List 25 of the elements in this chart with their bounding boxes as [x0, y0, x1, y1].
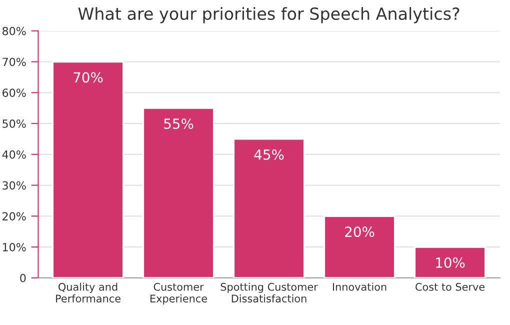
x-tick-label: Innovation	[332, 282, 386, 291]
data-label: 10%	[436, 257, 465, 268]
x-tick-label: Cost to Serve	[416, 282, 485, 291]
data-label: 70%	[74, 72, 103, 83]
y-tick-label: 20%	[2, 212, 26, 221]
y-tick-label: 60%	[2, 88, 26, 98]
data-label: 20%	[345, 226, 374, 238]
y-tick-label: 40%	[2, 150, 26, 159]
x-tick-label: Spotting Customer Dissatisfaction	[220, 282, 318, 302]
x-tick-label: Quality and Performance	[56, 282, 120, 302]
chart-title: What are your priorities for Speech Analytics?	[78, 7, 460, 24]
y-tick-label: 50%	[2, 119, 26, 128]
bar	[323, 215, 396, 278]
y-tick-label: 10%	[2, 242, 26, 252]
y-tick-label: 80%	[2, 26, 26, 36]
bar	[414, 246, 486, 278]
x-tick-label: Customer Experience	[150, 282, 208, 304]
y-tick-label: 0	[20, 274, 26, 282]
data-label: 55%	[164, 118, 194, 129]
data-label: 45%	[254, 149, 284, 160]
bar	[52, 60, 124, 278]
bar	[232, 138, 306, 278]
y-tick-label: 70%	[2, 58, 26, 66]
bar	[142, 107, 215, 278]
y-tick-label: 30%	[2, 181, 26, 190]
